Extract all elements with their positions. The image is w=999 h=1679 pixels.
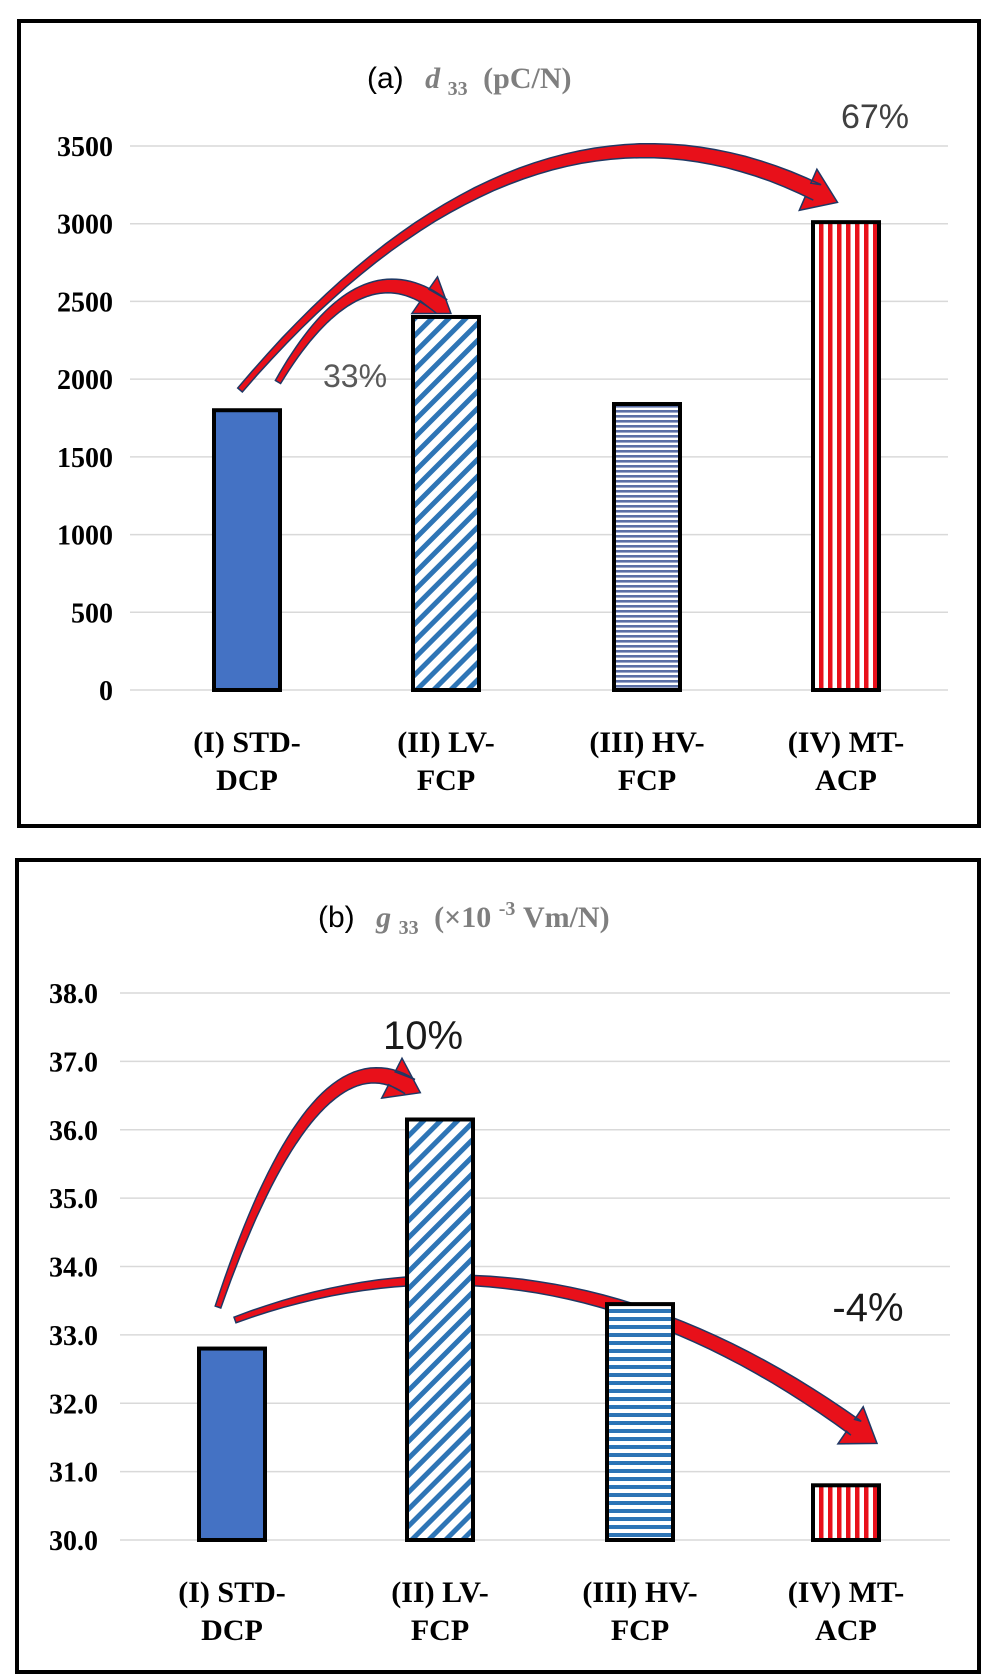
y-tick-labels: 30.0 31.0 32.0 33.0 34.0 35.0 36.0 37.0 38.0	[49, 979, 98, 1557]
bar-3	[612, 402, 682, 692]
x-category-label: (IV) MT-	[788, 1576, 904, 1609]
y-tick-label: 500	[71, 598, 113, 629]
x-category-label: (III) HV-	[589, 726, 704, 759]
bar-4	[811, 220, 881, 692]
x-category-label: FCP	[411, 1614, 469, 1647]
y-tick-label: 3000	[57, 210, 113, 241]
y-tick-label: 30.0	[49, 1526, 98, 1557]
y-tick-label: 2000	[57, 365, 113, 396]
annotation-arrows	[236, 142, 839, 394]
annotation-label: -4%	[832, 1286, 903, 1330]
gridlines	[120, 992, 950, 1541]
chart-title: (a) d 33 (pC/N)	[367, 62, 572, 102]
arrow-shape	[236, 142, 839, 394]
x-category-labels: (I) STD- DCP (II) LV- FCP (III) HV- FCP (IV) M…	[178, 1576, 904, 1647]
x-category-label: DCP	[201, 1614, 263, 1647]
y-tick-label: 33.0	[49, 1321, 98, 1352]
curved-arrow	[236, 142, 839, 394]
bars	[212, 220, 881, 692]
y-tick-label: 35.0	[49, 1184, 98, 1215]
title-prefix: (a)	[367, 62, 404, 95]
y-tick-label: 2500	[57, 287, 113, 318]
y-tick-label: 1000	[57, 521, 113, 552]
y-tick-label: 3500	[57, 132, 113, 163]
title-symbol: g	[375, 901, 391, 934]
annotation-label: 67%	[841, 98, 909, 136]
panel-b-g33-chart: 30.0 31.0 32.0 33.0 34.0 35.0 36.0 37.0 38.0 (I)…	[0, 845, 999, 1679]
panel-a-d33-chart: 0 500 1000 1500 2000 2500 3000 3500 (I) STD- DCP…	[0, 0, 999, 832]
chart-frame	[17, 19, 981, 828]
y-tick-label: 31.0	[49, 1458, 98, 1489]
y-tick-labels: 0 500 1000 1500 2000 2500 3000 3500	[57, 132, 113, 707]
bar-4	[811, 1483, 881, 1542]
title-subscript: 33	[448, 78, 468, 100]
x-category-label: ACP	[815, 764, 877, 797]
y-tick-label: 36.0	[49, 1116, 98, 1147]
bar-2	[411, 314, 481, 692]
title-prefix: (b)	[318, 901, 355, 934]
arrow-shape	[274, 275, 452, 385]
x-category-label: FCP	[417, 764, 475, 797]
x-category-label: ACP	[815, 1614, 877, 1647]
bar-2	[405, 1117, 475, 1542]
bar-3	[605, 1302, 675, 1543]
x-category-label: (II) LV-	[397, 726, 495, 759]
chart-frame	[15, 858, 981, 1674]
title-symbol: d	[425, 62, 441, 95]
annotation-label: 33%	[323, 358, 387, 394]
title-unit-after: Vm/N)	[523, 901, 610, 934]
x-category-label: FCP	[618, 764, 676, 797]
title-unit-before: (×10	[434, 901, 491, 934]
bars	[197, 1117, 881, 1543]
chart-title: (b) g 33 (×10 -3 Vm/N)	[318, 889, 610, 941]
bar-1	[212, 408, 282, 692]
x-category-label: (I) STD-	[193, 726, 301, 759]
curved-arrow	[233, 1274, 879, 1445]
annotation-labels: 33% 67%	[323, 98, 909, 394]
y-tick-label: 32.0	[49, 1389, 98, 1420]
y-tick-label: 1500	[57, 443, 113, 474]
bar-1	[197, 1346, 267, 1542]
y-tick-label: 37.0	[49, 1047, 98, 1078]
y-tick-label: 34.0	[49, 1253, 98, 1284]
y-tick-label: 38.0	[49, 979, 98, 1010]
title-unit: (pC/N)	[483, 62, 571, 95]
curved-arrow	[274, 275, 452, 385]
x-category-label: DCP	[216, 764, 278, 797]
x-category-labels: (I) STD- DCP (II) LV- FCP (III) HV- FCP (IV) M…	[193, 726, 904, 797]
chart-b-svg: 30.0 31.0 32.0 33.0 34.0 35.0 36.0 37.0 38.0 (I)…	[15, 858, 981, 1674]
x-category-label: (II) LV-	[391, 1576, 489, 1609]
annotation-label: 10%	[383, 1014, 463, 1058]
arrow-shape	[214, 1056, 422, 1309]
title-subscript: 33	[399, 917, 419, 939]
annotation-labels: 10% -4%	[383, 1014, 904, 1330]
x-category-label: FCP	[611, 1614, 669, 1647]
x-category-label: (III) HV-	[582, 1576, 697, 1609]
annotation-arrows	[214, 1056, 879, 1445]
curved-arrow	[214, 1056, 422, 1309]
x-category-label: (I) STD-	[178, 1576, 286, 1609]
chart-a-svg: 0 500 1000 1500 2000 2500 3000 3500 (I) STD- DCP…	[17, 19, 981, 828]
arrow-shape	[233, 1274, 879, 1445]
title-unit-sup: -3	[499, 898, 516, 920]
x-category-label: (IV) MT-	[788, 726, 904, 759]
y-tick-label: 0	[99, 676, 113, 707]
